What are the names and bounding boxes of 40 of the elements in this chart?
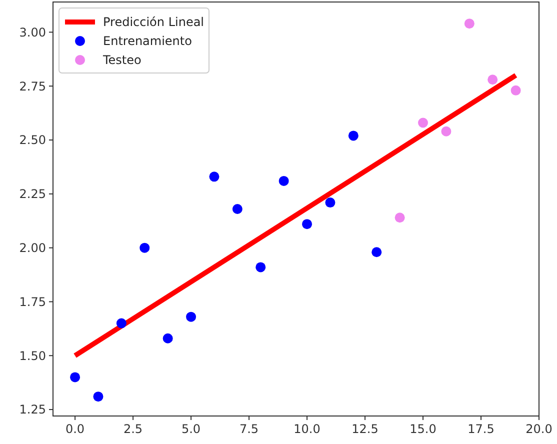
- point: [348, 130, 358, 141]
- point: [116, 318, 126, 328]
- x-tick-label: 15.0: [410, 422, 436, 436]
- y-tick-label: 1.50: [19, 348, 46, 363]
- y-tick-label: 2.75: [19, 79, 46, 94]
- point: [418, 118, 428, 128]
- point: [394, 212, 405, 223]
- point: [256, 262, 266, 272]
- y-tick-label: 1.75: [19, 294, 46, 309]
- point: [140, 242, 150, 253]
- point: [70, 372, 80, 382]
- x-tick-label: 17.5: [468, 422, 494, 436]
- y-tick-label: 2.50: [19, 133, 46, 148]
- x-tick-label: 2.5: [123, 422, 143, 436]
- point: [372, 247, 382, 258]
- x-tick-label: 7.5: [239, 422, 259, 436]
- y-tick-label: 2.25: [19, 187, 46, 202]
- point: [209, 172, 220, 182]
- x-tick-label: 5.0: [181, 422, 201, 436]
- x-tick-label: 12.5: [352, 422, 378, 436]
- y-tick-label: 3.00: [19, 25, 46, 40]
- point: [278, 176, 289, 186]
- point: [510, 85, 521, 96]
- point: [464, 18, 474, 29]
- x-tick-label: 0.0: [65, 422, 85, 436]
- point: [232, 204, 242, 214]
- y-tick-label: 1.25: [19, 402, 46, 417]
- point: [162, 333, 173, 344]
- point: [441, 126, 452, 136]
- point: [186, 312, 196, 322]
- x-tick-label: 10.0: [294, 422, 320, 436]
- legend-label: Predicción Lineal: [103, 15, 204, 30]
- x-tick-label: 20.0: [526, 422, 552, 436]
- point: [302, 219, 312, 230]
- point: [488, 74, 498, 85]
- y-tick-label: 2.00: [19, 241, 46, 256]
- point: [93, 392, 104, 402]
- legend-label: Entrenamiento: [103, 34, 192, 48]
- point: [325, 198, 336, 208]
- legend-label: Testeo: [102, 53, 142, 68]
